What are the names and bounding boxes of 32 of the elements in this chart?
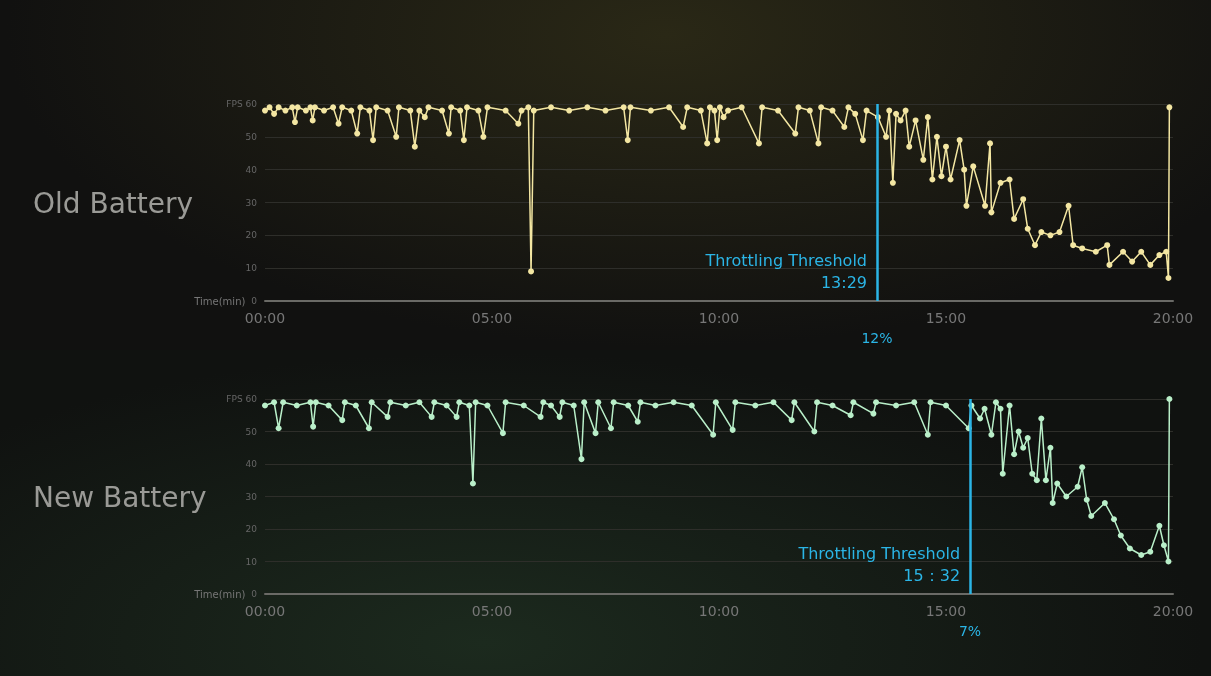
text: New Battery <box>33 481 207 514</box>
x-tick-label: 10:00 <box>698 310 740 326</box>
x-tick-label: 15:00 <box>925 603 967 619</box>
y-tick-label: 50 <box>245 131 258 142</box>
annotation: 7% <box>958 623 982 639</box>
x-tick-label: 00:00 <box>244 603 286 619</box>
ref-line-label: Throttling Threshold 13:29 <box>704 250 867 292</box>
x-tick-label: 00:00 <box>244 310 286 326</box>
y-tick-label: 10 <box>245 556 258 567</box>
y-tick-label: 0 <box>251 589 258 599</box>
y-tick-label: 20 <box>245 524 258 534</box>
y-tick-label: 50 <box>245 426 258 437</box>
y-tick-label: 40 <box>245 459 258 469</box>
y-tick-label: 0 <box>251 296 258 306</box>
x-tick-label: 20:00 <box>1152 310 1194 326</box>
y-tick-label: 30 <box>245 197 258 208</box>
y-tick-label: 30 <box>245 491 258 502</box>
ref-line-label: Throttling Threshold 15：32 <box>797 543 961 585</box>
x-axis-title: Time(min) <box>193 588 246 600</box>
x-tick-label: 05:00 <box>471 603 513 619</box>
x-tick-label: 05:00 <box>471 310 513 326</box>
x-axis-title: Time(min) <box>193 295 246 307</box>
annotation: 12% <box>861 330 893 346</box>
text: Old Battery <box>33 187 194 220</box>
x-tick-label: 10:00 <box>698 603 740 619</box>
x-tick-label: 15:00 <box>925 310 967 326</box>
y-tick-label: 20 <box>245 230 258 241</box>
x-tick-label: 20:00 <box>1152 603 1194 619</box>
y-tick-label: 10 <box>245 263 258 274</box>
y-tick-label: FPS 60 <box>226 394 258 404</box>
y-tick-label: FPS 60 <box>226 99 258 109</box>
y-tick-label: 40 <box>245 164 258 175</box>
